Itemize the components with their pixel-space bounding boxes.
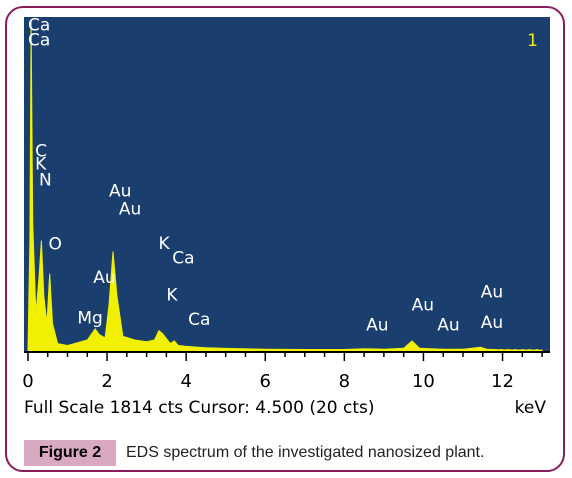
peak-label: Ca [172, 249, 194, 269]
figure-caption-text: EDS spectrum of the investigated nanosiz… [126, 444, 485, 461]
baseline-noise-dot [386, 349, 389, 351]
baseline-noise-dot [229, 349, 232, 351]
peak-label: Au [437, 316, 459, 336]
baseline-noise-dot [528, 349, 531, 351]
baseline-noise-dot [279, 349, 282, 351]
baseline-noise-dot [443, 349, 446, 351]
baseline-noise-dot [258, 349, 261, 351]
peak-label: Au [93, 268, 115, 288]
peak-label: Au [119, 200, 141, 220]
peak-label: O [49, 235, 62, 255]
peak-label: K [166, 285, 178, 305]
x-tick-label: 6 [259, 371, 270, 392]
baseline-noise-dot [485, 349, 488, 351]
baseline-noise-dot [350, 349, 353, 351]
baseline-noise-dot [336, 349, 339, 351]
figure-label: Figure 2 [24, 440, 116, 466]
x-tick-label: 0 [22, 371, 33, 392]
baseline-noise-dot [372, 349, 374, 351]
peak-label: Au [481, 313, 503, 333]
baseline-noise-dot [194, 349, 197, 351]
baseline-noise-dot [222, 349, 225, 351]
x-tick-label: 4 [180, 371, 191, 392]
baseline-noise-dot [293, 349, 296, 351]
baseline-noise-dot [421, 349, 424, 351]
peak-label: Ca [28, 30, 50, 50]
baseline-noise-dot [201, 349, 204, 351]
baseline-noise-dot [521, 349, 524, 351]
peak-label: C [35, 142, 47, 162]
peak-label: K [35, 155, 47, 175]
x-axis: 0 2 4 6 8 10 12 [22, 351, 550, 392]
baseline-noise-dot [500, 349, 503, 351]
baseline-noise-dot [265, 349, 268, 351]
baseline-noise-dot [507, 349, 510, 351]
baseline-noise-dot [471, 349, 474, 351]
spectrum-trace [27, 19, 543, 352]
axis-area [24, 351, 550, 431]
baseline-noise-dot [414, 349, 417, 351]
baseline-noise-dot [457, 349, 460, 351]
baseline-noise-dot [215, 349, 218, 351]
baseline-noise-dot [286, 349, 289, 351]
x-unit-label: keV [514, 398, 546, 418]
peak-label: K [159, 234, 171, 254]
figure-caption: Figure 2 EDS spectrum of the investigate… [24, 440, 550, 466]
baseline-noise-dot [272, 349, 275, 351]
peak-label: Mg [77, 308, 102, 328]
status-bar: Full Scale 1814 cts Cursor: 4.500 (20 ct… [24, 398, 550, 420]
x-tick-label: 8 [339, 371, 350, 392]
peak-label: Au [109, 181, 131, 201]
peak-label: Ca [188, 310, 210, 330]
baseline-noise-dot [251, 349, 253, 351]
baseline-noise-dot [236, 349, 239, 351]
peak-label: N [39, 170, 52, 190]
baseline-noise-dot [300, 349, 303, 351]
baseline-noise-dot [535, 349, 538, 351]
baseline-noise-dot [514, 349, 517, 351]
baseline-noise-dot [478, 349, 481, 351]
plot-layer [27, 19, 543, 352]
x-tick-label: 10 [412, 371, 435, 392]
baseline-noise-dot [322, 349, 325, 351]
baseline-noise-dot [400, 349, 403, 351]
baseline-noise-dot [315, 349, 318, 351]
baseline-noise-dot [493, 349, 495, 351]
baseline-noise-dot [436, 349, 439, 351]
status-fullscale-text: Full Scale 1814 cts Cursor: 4.500 (20 ct… [24, 398, 375, 418]
baseline-noise-dot [429, 349, 431, 351]
x-tick-label: 2 [101, 371, 112, 392]
baseline-noise-dot [343, 349, 346, 351]
baseline-noise-dot [393, 349, 396, 351]
baseline-noise-dot [208, 349, 211, 351]
baseline-noise-dot [407, 349, 410, 351]
peak-label: Au [412, 296, 434, 316]
baseline-noise-dot [464, 349, 467, 351]
baseline-noise-dot [308, 349, 310, 351]
baseline-noise-dot [379, 349, 382, 351]
peak-label: Au [366, 316, 388, 336]
x-tick-label: 12 [491, 371, 514, 392]
baseline-noise-dot [329, 349, 332, 351]
baseline-noise-dot [364, 349, 367, 351]
peak-label: Ca [28, 16, 50, 36]
peak-label: Au [481, 283, 503, 303]
baseline-noise-dot [357, 349, 360, 351]
panel-number: 1 [527, 31, 538, 51]
baseline-noise-dot [243, 349, 246, 351]
baseline-noise-dot [450, 349, 453, 351]
